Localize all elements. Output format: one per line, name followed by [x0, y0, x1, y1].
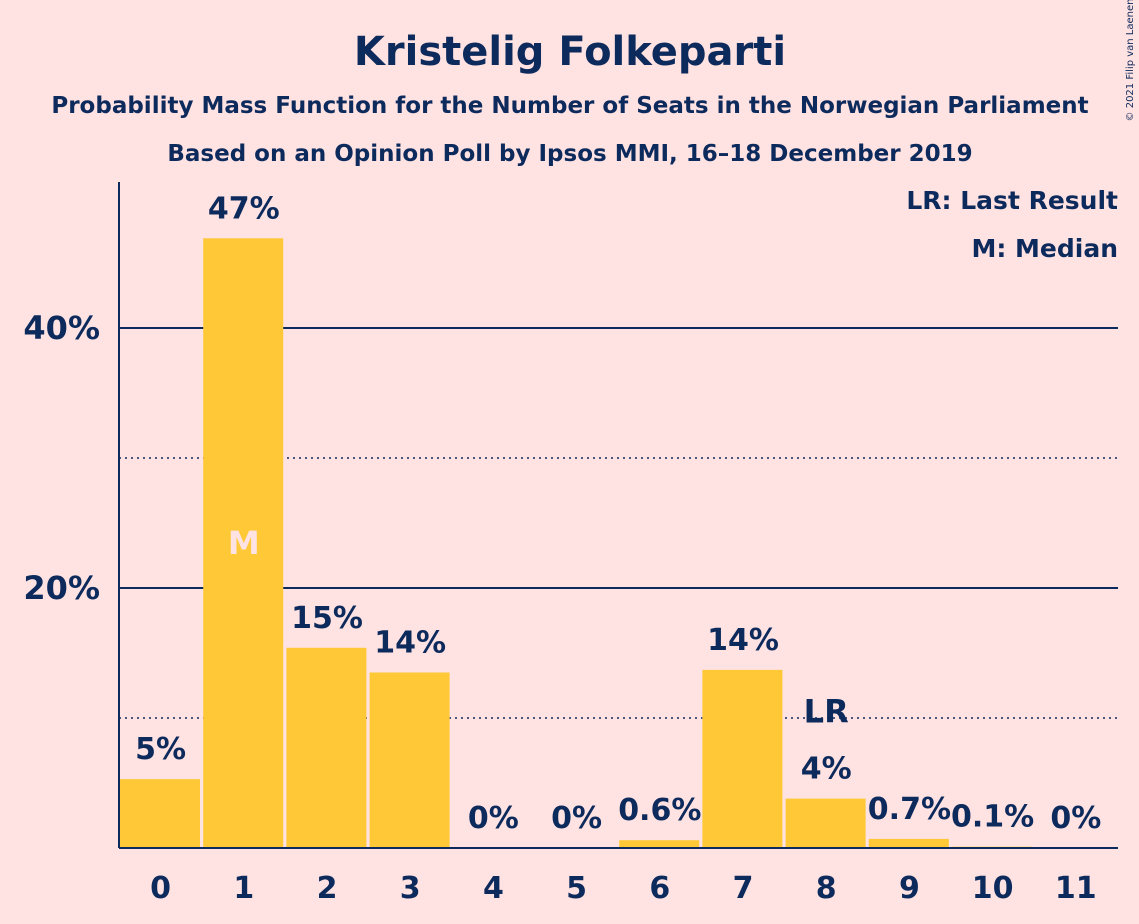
legend-median: M: Median	[971, 234, 1118, 263]
bar-0	[120, 779, 200, 848]
bars	[120, 238, 1032, 849]
data-label-1: 47%	[208, 191, 280, 226]
last-result-marker: LR	[804, 693, 849, 731]
y-tick-label: 20%	[23, 569, 100, 607]
x-tick-label: 3	[400, 871, 421, 906]
x-tick-label: 8	[816, 871, 837, 906]
data-label-11: 0%	[1050, 801, 1101, 836]
data-label-2: 15%	[291, 601, 363, 636]
x-tick-label: 4	[483, 871, 504, 906]
bar-7	[702, 669, 783, 848]
data-label-6: 0.6%	[618, 793, 701, 828]
copyright-note: © 2021 Filip van Laenen	[1125, 0, 1136, 121]
x-tick-label: 11	[1055, 871, 1097, 906]
data-label-4: 0%	[468, 801, 519, 836]
x-tick-label: 10	[972, 871, 1014, 906]
data-label-8: 4%	[801, 752, 852, 787]
chart-title: Kristelig Folkeparti	[354, 29, 786, 75]
bar-1	[203, 238, 284, 849]
x-tick-label: 1	[233, 871, 254, 906]
bar-9	[868, 838, 949, 848]
y-tick-label: 40%	[23, 309, 100, 347]
data-label-10: 0.1%	[951, 800, 1034, 835]
bar-6	[619, 840, 700, 848]
data-label-5: 0%	[551, 801, 602, 836]
legend-last-result: LR: Last Result	[906, 186, 1118, 215]
bar-2	[286, 647, 367, 848]
data-label-3: 14%	[374, 626, 446, 661]
x-tick-label: 6	[649, 871, 670, 906]
data-label-0: 5%	[135, 732, 186, 767]
data-label-7: 14%	[707, 623, 779, 658]
x-tick-label: 7	[733, 871, 754, 906]
data-label-9: 0.7%	[868, 792, 951, 827]
median-marker: M	[228, 524, 260, 562]
chart-subtitle-2: Based on an Opinion Poll by Ipsos MMI, 1…	[167, 141, 972, 167]
chart-subtitle-1: Probability Mass Function for the Number…	[51, 93, 1088, 119]
x-tick-label: 0	[150, 871, 171, 906]
axes: 20% 40% 0 1 2 3 4 5 6 7 8 9 10 11	[23, 182, 1118, 906]
x-tick-label: 9	[899, 871, 920, 906]
gridlines	[119, 327, 1118, 719]
data-labels: 5% 47% 15% 14% 0% 0% 0.6% 14% 4% 0.7% 0.1% 0% M LR	[135, 191, 1101, 836]
bar-3	[369, 672, 450, 848]
x-tick-label: 2	[317, 871, 338, 906]
bar-8	[785, 798, 866, 848]
x-tick-label: 5	[566, 871, 587, 906]
